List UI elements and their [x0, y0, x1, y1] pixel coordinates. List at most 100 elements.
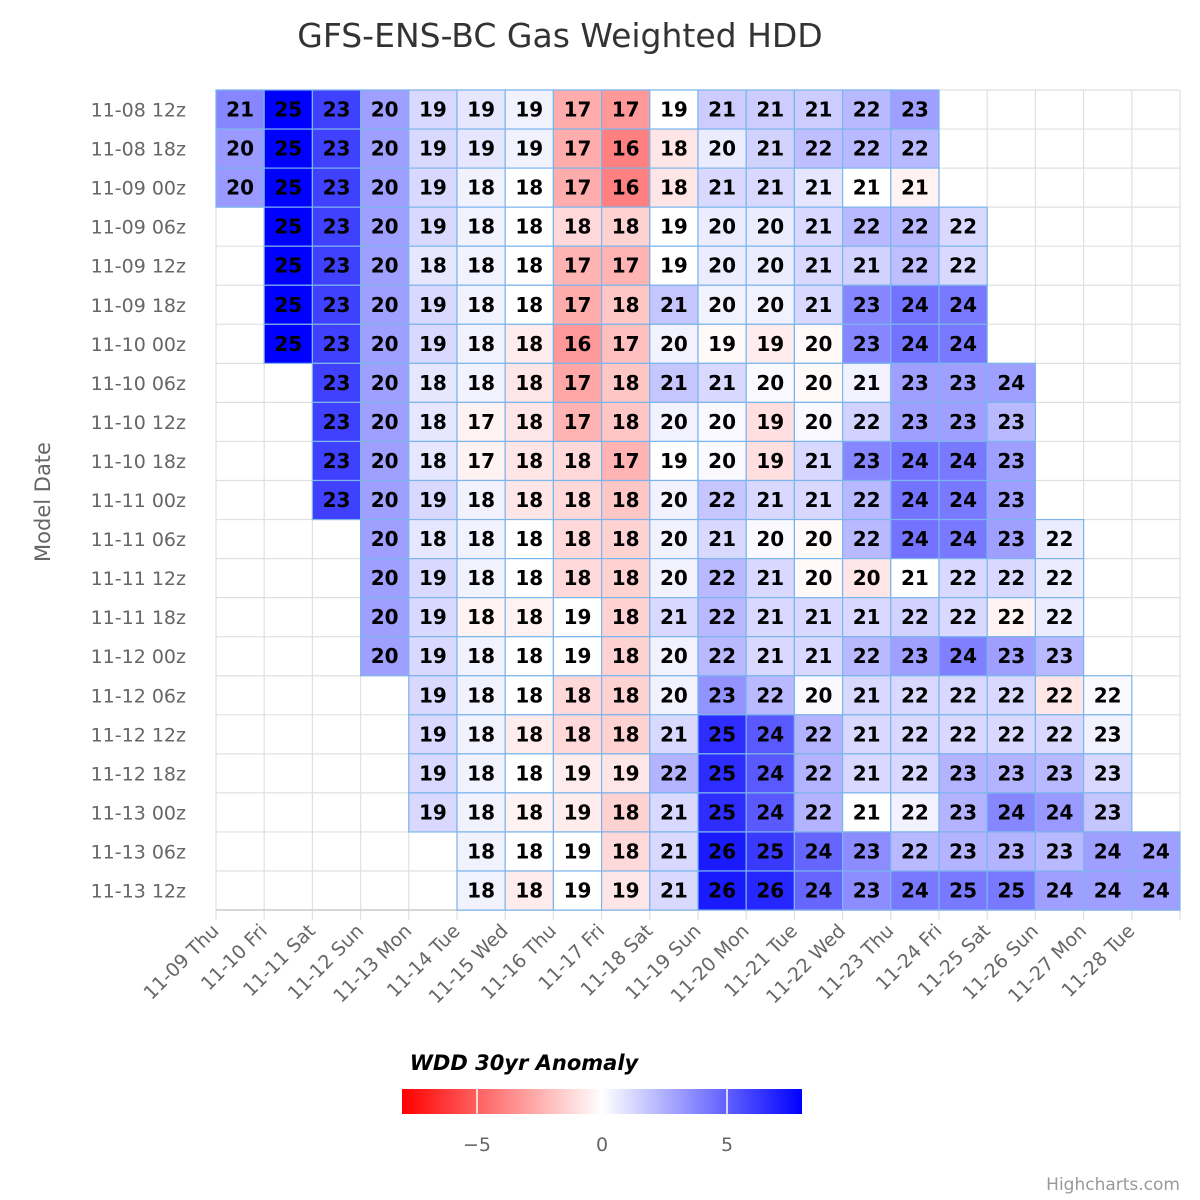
- heatmap-cell[interactable]: [1082, 714, 1133, 755]
- heatmap-cell[interactable]: [600, 245, 651, 286]
- heatmap-cell[interactable]: [697, 323, 747, 364]
- heatmap-cell[interactable]: [890, 401, 940, 443]
- heatmap-cell[interactable]: [938, 479, 988, 521]
- heatmap-cell[interactable]: [600, 597, 651, 638]
- heatmap-cell[interactable]: [456, 675, 506, 716]
- heatmap-cell[interactable]: [841, 167, 892, 208]
- heatmap-cell[interactable]: [986, 870, 1037, 911]
- heatmap-cell[interactable]: [263, 323, 314, 364]
- heatmap-cell[interactable]: [1131, 831, 1181, 872]
- heatmap-cell[interactable]: [408, 636, 458, 677]
- heatmap-cell[interactable]: [890, 870, 940, 911]
- heatmap-cell[interactable]: [1034, 870, 1085, 911]
- heatmap-cell[interactable]: [263, 206, 314, 247]
- heatmap-cell[interactable]: [745, 206, 796, 247]
- heatmap-cell[interactable]: [841, 440, 892, 482]
- heatmap-cell[interactable]: [697, 479, 747, 521]
- heatmap-cell[interactable]: [552, 401, 603, 443]
- heatmap-cell[interactable]: [793, 89, 844, 130]
- heatmap-cell[interactable]: [841, 675, 892, 716]
- heatmap-cell[interactable]: [504, 245, 555, 286]
- heatmap-cell[interactable]: [600, 518, 651, 560]
- heatmap-cell[interactable]: [938, 323, 988, 364]
- heatmap-cell[interactable]: [504, 792, 555, 833]
- heatmap-cell[interactable]: [649, 557, 699, 599]
- heatmap-cell[interactable]: [649, 128, 699, 169]
- heatmap-cell[interactable]: [745, 792, 796, 833]
- heatmap-cell[interactable]: [697, 597, 747, 638]
- heatmap-cell[interactable]: [793, 206, 844, 247]
- heatmap-cell[interactable]: [793, 714, 844, 755]
- heatmap-cell[interactable]: [697, 636, 747, 677]
- heatmap-cell[interactable]: [263, 89, 314, 130]
- heatmap-cell[interactable]: [552, 479, 603, 521]
- heatmap-cell[interactable]: [456, 362, 506, 404]
- heatmap-cell[interactable]: [986, 440, 1037, 482]
- heatmap-cell[interactable]: [986, 831, 1037, 872]
- heatmap-cell[interactable]: [745, 89, 796, 130]
- heatmap-cell[interactable]: [311, 245, 362, 286]
- heatmap-cell[interactable]: [408, 128, 458, 169]
- heatmap-cell[interactable]: [986, 479, 1037, 521]
- heatmap-cell[interactable]: [456, 518, 506, 560]
- heatmap-cell[interactable]: [938, 675, 988, 716]
- heatmap-cell[interactable]: [311, 323, 362, 364]
- heatmap-cell[interactable]: [504, 479, 555, 521]
- heatmap-cell[interactable]: [890, 597, 940, 638]
- heatmap-cell[interactable]: [697, 401, 747, 443]
- heatmap-cell[interactable]: [552, 557, 603, 599]
- heatmap-cell[interactable]: [311, 440, 362, 482]
- heatmap-cell[interactable]: [263, 167, 314, 208]
- heatmap-cell[interactable]: [504, 870, 555, 911]
- heatmap-cell[interactable]: [793, 870, 844, 911]
- heatmap-cell[interactable]: [697, 714, 747, 755]
- heatmap-cell[interactable]: [697, 870, 747, 911]
- heatmap-cell[interactable]: [408, 284, 458, 325]
- heatmap-cell[interactable]: [793, 323, 844, 364]
- heatmap-cell[interactable]: [311, 479, 362, 521]
- heatmap-cell[interactable]: [649, 167, 699, 208]
- heatmap-cell[interactable]: [456, 167, 506, 208]
- heatmap-cell[interactable]: [1034, 792, 1085, 833]
- heatmap-cell[interactable]: [745, 557, 796, 599]
- heatmap-cell[interactable]: [986, 597, 1037, 638]
- heatmap-cell[interactable]: [890, 518, 940, 560]
- heatmap-cell[interactable]: [938, 870, 988, 911]
- heatmap-cell[interactable]: [841, 362, 892, 404]
- heatmap-cell[interactable]: [600, 323, 651, 364]
- heatmap-cell[interactable]: [1034, 831, 1085, 872]
- heatmap-cell[interactable]: [890, 440, 940, 482]
- heatmap-cell[interactable]: [938, 362, 988, 404]
- heatmap-cell[interactable]: [890, 245, 940, 286]
- heatmap-cell[interactable]: [456, 89, 506, 130]
- heatmap-cell[interactable]: [649, 89, 699, 130]
- heatmap-cell[interactable]: [504, 362, 555, 404]
- heatmap-cell[interactable]: [649, 401, 699, 443]
- heatmap-cell[interactable]: [408, 440, 458, 482]
- heatmap-cell[interactable]: [745, 714, 796, 755]
- heatmap-cell[interactable]: [552, 167, 603, 208]
- heatmap-cell[interactable]: [986, 401, 1037, 443]
- heatmap-cell[interactable]: [649, 597, 699, 638]
- heatmap-cell[interactable]: [408, 792, 458, 833]
- heatmap-cell[interactable]: [504, 284, 555, 325]
- heatmap-cell[interactable]: [793, 479, 844, 521]
- heatmap-cell[interactable]: [649, 714, 699, 755]
- heatmap-cell[interactable]: [504, 401, 555, 443]
- heatmap-cell[interactable]: [408, 245, 458, 286]
- heatmap-cell[interactable]: [456, 128, 506, 169]
- heatmap-cell[interactable]: [456, 597, 506, 638]
- heatmap-cell[interactable]: [504, 753, 555, 794]
- heatmap-cell[interactable]: [552, 636, 603, 677]
- heatmap-cell[interactable]: [793, 636, 844, 677]
- heatmap-cell[interactable]: [552, 597, 603, 638]
- heatmap-cell[interactable]: [841, 401, 892, 443]
- heatmap-cell[interactable]: [552, 870, 603, 911]
- heatmap-cell[interactable]: [938, 557, 988, 599]
- heatmap-cell[interactable]: [408, 753, 458, 794]
- heatmap-cell[interactable]: [649, 206, 699, 247]
- heatmap-cell[interactable]: [311, 128, 362, 169]
- heatmap-cell[interactable]: [1034, 675, 1085, 716]
- heatmap-cell[interactable]: [793, 167, 844, 208]
- heatmap-cell[interactable]: [504, 440, 555, 482]
